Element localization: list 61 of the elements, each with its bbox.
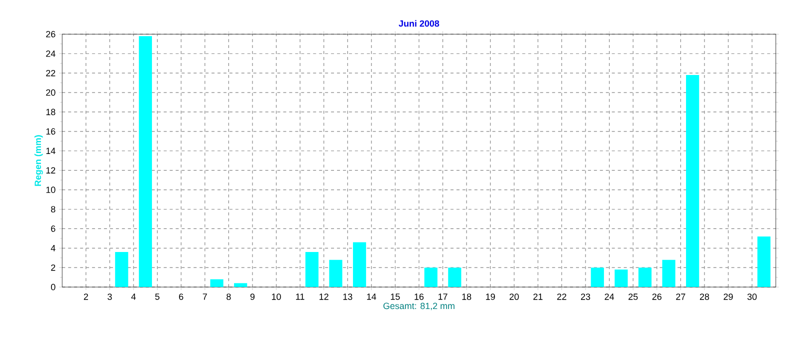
bar (210, 279, 224, 287)
x-tick-label: 8 (226, 293, 231, 300)
bar (757, 236, 770, 287)
x-tick-label: 7 (202, 293, 207, 300)
y-tick-label: 26 (46, 30, 56, 38)
x-tick-label: 27 (676, 293, 686, 300)
x-tick-label: 9 (250, 293, 255, 300)
bar (115, 252, 128, 287)
bar (614, 269, 628, 287)
bar (234, 283, 248, 287)
y-tick-label: 10 (46, 186, 56, 193)
x-tick-label: 11 (296, 293, 304, 300)
x-tick-label: 19 (486, 293, 495, 300)
y-tick-label: 12 (46, 167, 56, 174)
y-tick-label: 16 (46, 128, 56, 135)
x-tick-label: 23 (580, 293, 590, 300)
x-tick-label: 25 (628, 293, 638, 300)
x-tick-label: 29 (724, 293, 733, 300)
x-tick-label: 3 (108, 293, 112, 300)
x-tick-label: 20 (510, 293, 519, 300)
x-tick-label: 24 (604, 293, 614, 300)
y-tick-label: 8 (51, 206, 56, 212)
y-tick-label: 0 (51, 284, 56, 290)
y-tick-label: 22 (46, 70, 56, 76)
bar (686, 74, 700, 287)
x-tick-label: 12 (320, 293, 328, 300)
y-tick-label: 6 (51, 225, 56, 232)
bar (424, 267, 438, 287)
bar (352, 242, 366, 287)
x-tick-label: 26 (652, 293, 662, 300)
y-tick-label: 24 (46, 50, 56, 57)
x-tick-label: 6 (179, 293, 184, 300)
bar (662, 260, 676, 287)
x-tick-label: 15 (390, 293, 400, 300)
bar (305, 252, 318, 287)
x-tick-label: 10 (272, 293, 281, 300)
y-tick-label: 20 (46, 89, 56, 96)
y-tick-label: 18 (46, 108, 56, 116)
bar (138, 36, 152, 287)
y-tick-label: 2 (51, 264, 56, 271)
x-tick-label: 4 (131, 293, 136, 300)
x-tick-label: 13 (343, 293, 352, 300)
bar (590, 267, 604, 287)
x-tick-label: 21 (533, 293, 542, 300)
x-tick-label: 18 (462, 293, 472, 300)
x-tick-label: 28 (700, 293, 710, 300)
x-tick-label: 30 (747, 293, 757, 300)
bar (448, 267, 462, 287)
y-tick-label: 4 (50, 244, 56, 252)
x-tick-label: 17 (438, 293, 448, 300)
x-tick-label: 5 (155, 293, 160, 300)
y-axis-title: Regen (mm) (34, 135, 43, 186)
chart-title: Juni 2008 (398, 20, 440, 27)
x-axis-title: Gesamt: 81,2 mm (383, 302, 454, 310)
x-tick-label: 2 (84, 293, 88, 300)
x-tick-label: 16 (414, 293, 424, 300)
y-tick-label: 14 (46, 148, 56, 154)
bar (638, 267, 652, 287)
x-tick-label: 22 (557, 293, 566, 300)
x-tick-label: 14 (367, 293, 376, 300)
bar (329, 260, 342, 287)
